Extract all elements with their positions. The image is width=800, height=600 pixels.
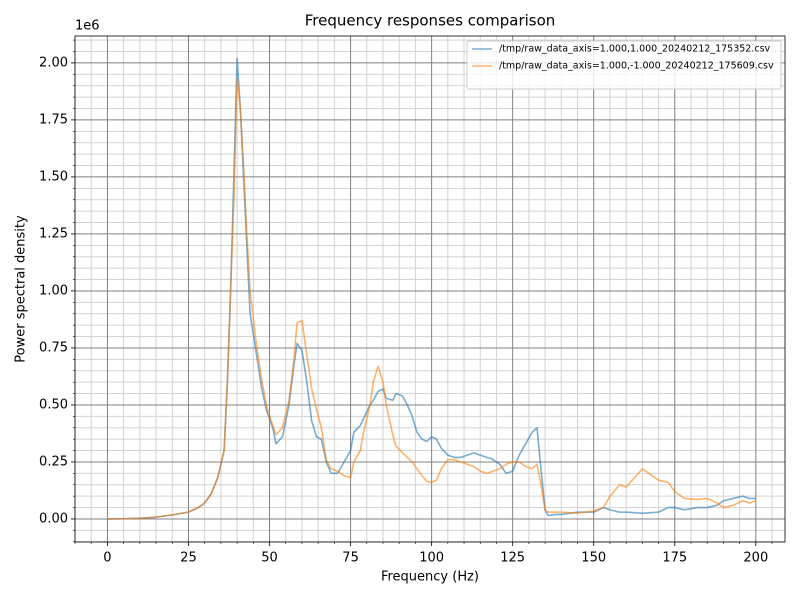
chart-title: Frequency responses comparison (305, 12, 556, 30)
y-tick-label: 0.25 (39, 454, 68, 469)
y-tick-label: 1.00 (39, 283, 68, 298)
y-tick-label: 1.75 (39, 112, 68, 127)
legend: /tmp/raw_data_axis=1.000,1.000_20240212_… (466, 40, 782, 90)
axes-frame (74, 35, 786, 543)
y-tick-label: 0.00 (39, 511, 68, 526)
x-tick-label: 25 (180, 551, 197, 566)
y-tick-label: 0.75 (39, 340, 68, 355)
y-tick-label: 1.25 (39, 226, 68, 241)
x-tick-label: 150 (581, 551, 606, 566)
x-tick-label: 0 (103, 551, 111, 566)
x-tick-label: 125 (500, 551, 525, 566)
y-tick-label: 2.00 (39, 55, 68, 70)
y-tick-label: 0.50 (39, 397, 68, 412)
legend-text: /tmp/raw_data_axis=1.000,1.000_20240212_… (499, 44, 771, 55)
x-axis-label: Frequency (Hz) (381, 570, 479, 585)
legend-box (466, 40, 782, 90)
x-tick-label: 175 (662, 551, 687, 566)
x-tick-label: 100 (419, 551, 444, 566)
x-tick-label: 75 (342, 551, 359, 566)
y-offset-label: 1e6 (75, 19, 100, 34)
x-tick-label: 50 (261, 551, 278, 566)
y-tick-label: 1.50 (39, 169, 68, 184)
x-tick-label: 200 (743, 551, 768, 566)
y-axis-label: Power spectral density (14, 215, 29, 363)
legend-text: /tmp/raw_data_axis=1.000,-1.000_20240212… (499, 61, 774, 72)
series-line (107, 78, 757, 520)
